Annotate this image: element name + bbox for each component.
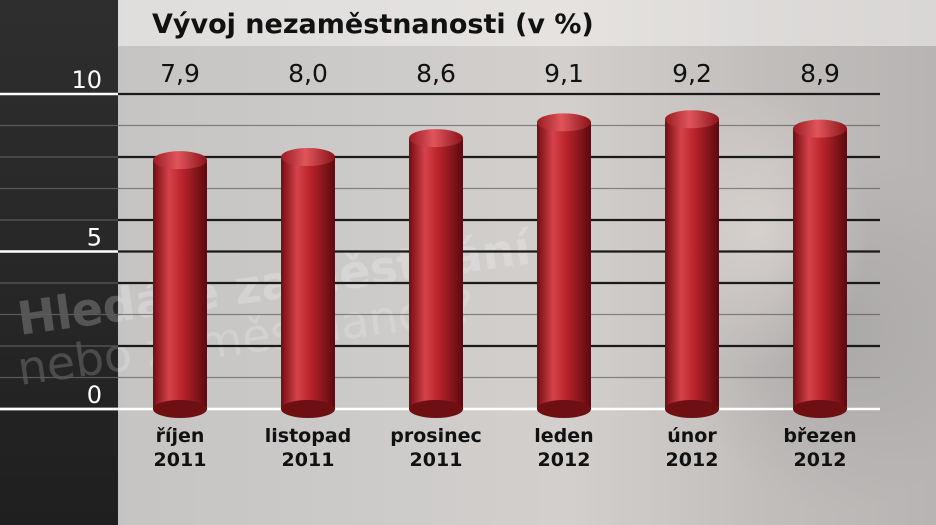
bar [281, 148, 335, 418]
bar-body [537, 122, 591, 409]
bar [665, 110, 719, 418]
value-label: 8,0 [288, 59, 328, 88]
value-label: 9,2 [672, 59, 712, 88]
y-tick-label: 5 [87, 224, 102, 252]
value-label: 7,9 [160, 59, 200, 88]
chart-title: Vývoj nezaměstnanosti (v %) [152, 9, 594, 40]
bar-body [409, 138, 463, 409]
bar-base [153, 400, 207, 418]
value-labels: 7,9 8,0 8,6 9,1 9,2 8,9 [160, 59, 840, 88]
x-tick-label-year: 2011 [154, 449, 207, 471]
value-label: 8,9 [800, 59, 840, 88]
bar-cap [281, 148, 335, 166]
left-dark-panel [0, 0, 118, 525]
bar-cap [537, 113, 591, 132]
bar-body [153, 160, 207, 409]
bar-body [281, 157, 335, 409]
x-tick-label: říjen [156, 425, 205, 447]
bar-cap [409, 129, 463, 148]
bars [153, 110, 847, 418]
x-tick-label: únor [667, 425, 717, 447]
x-tick-label-year: 2011 [410, 449, 463, 471]
bar-base [665, 400, 719, 418]
x-tick-label: leden [534, 425, 593, 447]
bar-cap [665, 110, 719, 129]
title-band [118, 0, 936, 46]
bar-base [537, 400, 591, 418]
value-label: 8,6 [416, 59, 456, 88]
bar-base [281, 400, 335, 418]
bar-body [665, 119, 719, 409]
bar-cap [153, 151, 207, 170]
bar-base [409, 400, 463, 418]
bar [793, 119, 847, 418]
x-tick-label: březen [783, 425, 856, 447]
x-axis: říjen2011listopad2011prosinec2011leden20… [154, 425, 857, 471]
bar-base [793, 400, 847, 418]
x-tick-label: prosinec [390, 425, 482, 447]
bar [537, 113, 591, 418]
y-tick-label: 0 [87, 381, 102, 409]
bar [409, 129, 463, 418]
value-label: 9,1 [544, 59, 584, 88]
bar-cap [793, 119, 847, 138]
x-tick-label-year: 2012 [538, 449, 591, 471]
bar [153, 151, 207, 418]
x-tick-label-year: 2012 [794, 449, 847, 471]
y-tick-label: 10 [71, 66, 102, 94]
bar-body [793, 128, 847, 409]
x-tick-label: listopad [265, 425, 352, 447]
x-tick-label-year: 2011 [282, 449, 335, 471]
x-tick-label-year: 2012 [666, 449, 719, 471]
